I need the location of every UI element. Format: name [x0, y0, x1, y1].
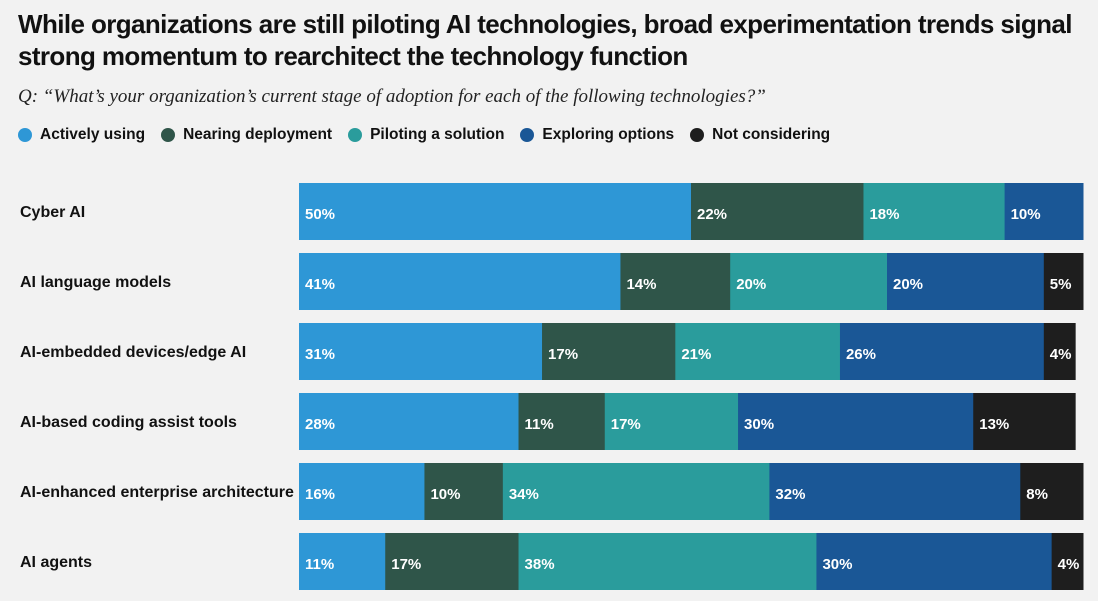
bar-segment-ai-embedded-devices-edge-ai-piloting-a-solution — [675, 323, 841, 380]
bar-segment-ai-enhanced-enterprise-architecture-actively-using — [299, 463, 425, 520]
legend-swatch — [18, 128, 32, 142]
category-label-ai-embedded-devices-edge-ai: AI-embedded devices/edge AI — [20, 344, 246, 361]
value-label-cyber-ai-exploring-options: 10% — [1011, 206, 1041, 223]
bar-segment-cyber-ai-piloting-a-solution — [863, 183, 1006, 240]
value-label-ai-embedded-devices-edge-ai-exploring-options: 26% — [846, 346, 876, 363]
category-label-cyber-ai: Cyber AI — [20, 204, 85, 221]
legend-swatch — [520, 128, 535, 142]
bar-segment-ai-embedded-devices-edge-ai-nearing-deployment — [542, 323, 676, 380]
bar-segment-ai-embedded-devices-edge-ai-exploring-options — [839, 323, 1045, 380]
bar-segment-cyber-ai-nearing-deployment — [691, 183, 864, 240]
chart-subtitle: Q: “What’s your organization’s current s… — [18, 86, 766, 107]
legend-swatch — [348, 128, 363, 142]
bar-segment-cyber-ai-exploring-options — [1004, 183, 1084, 240]
bar-segment-ai-enhanced-enterprise-architecture-exploring-options — [769, 463, 1021, 520]
legend-label: Actively using — [40, 126, 146, 143]
legend-label: Nearing deployment — [183, 126, 333, 143]
bar-segment-ai-agents-actively-using — [299, 533, 386, 590]
bar-segment-ai-enhanced-enterprise-architecture-not-considering — [1020, 463, 1084, 520]
category-label-ai-based-coding-assist-tools: AI-based coding assist tools — [20, 414, 237, 431]
value-label-ai-enhanced-enterprise-architecture-piloting-a-solution: 34% — [509, 486, 539, 503]
value-label-ai-agents-exploring-options: 30% — [822, 556, 852, 573]
value-label-ai-embedded-devices-edge-ai-nearing-deployment: 17% — [548, 346, 578, 363]
value-label-ai-based-coding-assist-tools-not-considering: 13% — [979, 416, 1009, 433]
value-label-ai-embedded-devices-edge-ai-piloting-a-solution: 21% — [681, 346, 711, 363]
bar-segment-ai-enhanced-enterprise-architecture-piloting-a-solution — [502, 463, 770, 520]
bar-segment-ai-agents-exploring-options — [816, 533, 1053, 590]
value-label-ai-language-models-piloting-a-solution: 20% — [736, 276, 766, 293]
bar-segment-ai-based-coding-assist-tools-exploring-options — [738, 393, 974, 450]
legend-item-actively-using: Actively using — [18, 126, 145, 144]
legend-label: Exploring options — [542, 126, 675, 143]
category-label-ai-agents: AI agents — [20, 554, 92, 571]
value-label-ai-language-models-actively-using: 41% — [305, 276, 335, 293]
legend-item-not-considering: Not considering — [690, 126, 830, 144]
legend-item-nearing-deployment: Nearing deployment — [161, 126, 332, 144]
bar-segment-ai-enhanced-enterprise-architecture-nearing-deployment — [424, 463, 504, 520]
category-label-ai-language-models: AI language models — [20, 274, 171, 291]
value-label-ai-based-coding-assist-tools-exploring-options: 30% — [744, 416, 774, 433]
bar-segment-ai-language-models-exploring-options — [887, 253, 1045, 310]
bar-segment-ai-embedded-devices-edge-ai-not-considering — [1043, 323, 1076, 380]
bar-segment-ai-agents-nearing-deployment — [385, 533, 520, 590]
legend-item-exploring-options: Exploring options — [520, 126, 674, 144]
bar-segment-ai-based-coding-assist-tools-piloting-a-solution — [604, 393, 739, 450]
legend-label: Piloting a solution — [370, 126, 505, 143]
bar-segment-ai-based-coding-assist-tools-not-considering — [973, 393, 1076, 450]
bar-segment-ai-language-models-not-considering — [1043, 253, 1084, 310]
legend-swatch — [161, 128, 176, 142]
value-label-ai-enhanced-enterprise-architecture-nearing-deployment: 10% — [430, 486, 460, 503]
value-label-ai-agents-actively-using: 11% — [305, 556, 334, 573]
value-label-cyber-ai-piloting-a-solution: 18% — [869, 206, 899, 223]
value-label-cyber-ai-nearing-deployment: 22% — [697, 206, 727, 223]
value-label-ai-based-coding-assist-tools-nearing-deployment: 11% — [525, 416, 554, 433]
value-label-cyber-ai-actively-using: 50% — [305, 206, 335, 223]
category-label-ai-enhanced-enterprise-architecture: AI-enhanced enterprise architecture — [20, 484, 294, 501]
bar-segment-ai-based-coding-assist-tools-nearing-deployment — [518, 393, 606, 450]
value-label-ai-based-coding-assist-tools-piloting-a-solution: 17% — [611, 416, 641, 433]
value-label-ai-based-coding-assist-tools-actively-using: 28% — [305, 416, 335, 433]
legend-swatch — [690, 128, 705, 142]
legend-item-piloting-a-solution: Piloting a solution — [348, 126, 504, 144]
value-label-ai-agents-piloting-a-solution: 38% — [525, 556, 555, 573]
bar-segment-ai-language-models-piloting-a-solution — [730, 253, 888, 310]
value-label-ai-agents-not-considering: 4% — [1058, 556, 1080, 573]
bar-segment-ai-language-models-actively-using — [299, 253, 621, 310]
legend-label: Not considering — [712, 126, 831, 143]
bar-segment-ai-language-models-nearing-deployment — [620, 253, 731, 310]
value-label-ai-language-models-not-considering: 5% — [1050, 276, 1072, 293]
bar-segment-cyber-ai-actively-using — [299, 183, 692, 240]
value-label-ai-embedded-devices-edge-ai-actively-using: 31% — [305, 346, 335, 363]
value-label-ai-language-models-nearing-deployment: 14% — [626, 276, 656, 293]
legend: Actively using Nearing deployment Piloti… — [18, 126, 830, 144]
value-label-ai-enhanced-enterprise-architecture-not-considering: 8% — [1026, 486, 1048, 503]
value-label-ai-embedded-devices-edge-ai-not-considering: 4% — [1050, 346, 1072, 363]
bar-segment-ai-based-coding-assist-tools-actively-using — [299, 393, 520, 450]
value-label-ai-agents-nearing-deployment: 17% — [391, 556, 421, 573]
bar-segment-ai-embedded-devices-edge-ai-actively-using — [299, 323, 543, 380]
bar-segment-ai-agents-not-considering — [1051, 533, 1084, 590]
chart-title: While organizations are still piloting A… — [18, 9, 1073, 71]
value-label-ai-enhanced-enterprise-architecture-exploring-options: 32% — [775, 486, 805, 503]
value-label-ai-language-models-exploring-options: 20% — [893, 276, 923, 293]
value-label-ai-enhanced-enterprise-architecture-actively-using: 16% — [305, 486, 335, 503]
bar-segment-ai-agents-piloting-a-solution — [518, 533, 817, 590]
